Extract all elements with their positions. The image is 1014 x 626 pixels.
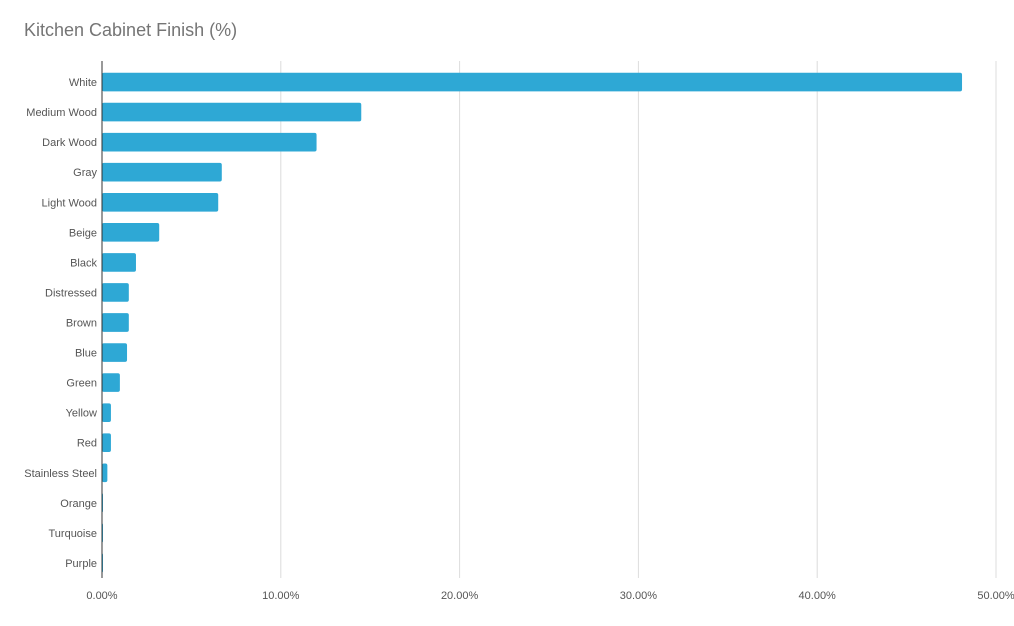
- category-label: Stainless Steel: [24, 468, 97, 480]
- bar-medium-wood: [102, 102, 362, 122]
- bar-beige: [102, 223, 160, 242]
- category-label: Dark Wood: [42, 137, 97, 149]
- bars: [102, 72, 963, 573]
- x-tick-label: 40.00%: [799, 590, 837, 602]
- category-label: Light Wood: [42, 197, 97, 209]
- bar-red: [102, 433, 111, 453]
- category-label: Beige: [69, 227, 97, 239]
- category-label: Medium Wood: [26, 107, 97, 119]
- bar-dark-wood: [102, 132, 317, 152]
- bar-white: [102, 72, 963, 92]
- bar-blue: [102, 343, 128, 362]
- bar-stainless-steel: [102, 463, 108, 483]
- category-label: Yellow: [66, 408, 97, 420]
- bar-black: [102, 253, 136, 272]
- bar-brown: [102, 313, 129, 332]
- category-label: Green: [66, 378, 97, 390]
- bar-green: [102, 373, 120, 392]
- category-label: Blue: [75, 348, 97, 360]
- x-tick-label: 30.00%: [620, 590, 658, 602]
- bar-yellow: [102, 403, 111, 422]
- category-label: Orange: [60, 498, 97, 510]
- category-label: Distressed: [45, 287, 97, 299]
- category-label: Brown: [66, 318, 97, 330]
- category-label: Gray: [73, 167, 97, 179]
- x-tick-label: 10.00%: [262, 590, 300, 602]
- x-tick-label: 0.00%: [86, 590, 117, 602]
- category-label: Turquoise: [48, 528, 97, 540]
- category-label: White: [69, 77, 97, 89]
- gridlines: [280, 61, 997, 578]
- category-label: Red: [77, 438, 97, 450]
- x-tick-label: 20.00%: [441, 590, 479, 602]
- chart-title: Kitchen Cabinet Finish (%): [24, 20, 238, 40]
- x-tick-labels: 0.00% 10.00% 20.00% 30.00% 40.00% 50.00%: [86, 590, 1014, 602]
- bar-light-wood: [102, 192, 219, 212]
- x-tick-label: 50.00%: [977, 590, 1014, 602]
- bar-distressed: [102, 283, 129, 302]
- category-label: Purple: [65, 558, 97, 570]
- category-labels: White Medium Wood Dark Wood Gray Light Wood B…: [24, 77, 97, 570]
- category-label: Black: [70, 257, 97, 269]
- bar-gray: [102, 162, 222, 182]
